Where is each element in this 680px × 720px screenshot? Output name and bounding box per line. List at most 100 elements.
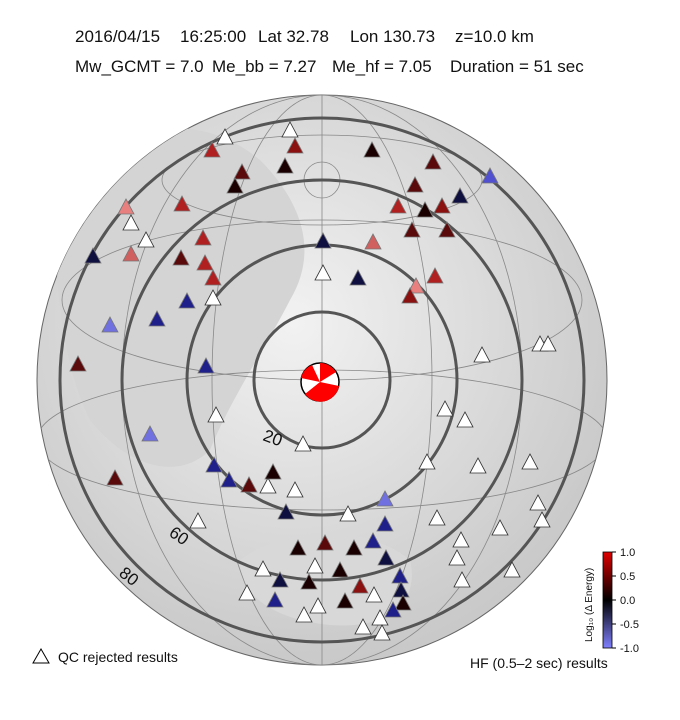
- legend: QC rejected results HF (0.5–2 sec) resul…: [32, 647, 608, 671]
- station: [448, 549, 466, 566]
- station: [539, 335, 557, 352]
- station: [122, 214, 140, 231]
- station: [418, 453, 436, 470]
- station: [503, 561, 521, 578]
- station: [336, 592, 354, 609]
- station: [365, 586, 383, 603]
- colorbar-tick-label: -1.0: [620, 643, 639, 655]
- time: 16:25:00: [180, 27, 246, 46]
- station: [148, 310, 166, 327]
- me-bb: Me_bb = 7.27: [212, 57, 316, 76]
- station: [354, 618, 372, 635]
- station: [481, 167, 499, 184]
- station: [392, 581, 410, 598]
- station: [194, 229, 212, 246]
- station: [376, 490, 394, 507]
- station: [294, 435, 312, 452]
- station: [281, 121, 299, 138]
- station: [416, 201, 434, 218]
- station: [277, 503, 295, 520]
- station: [197, 357, 215, 374]
- station: [351, 577, 369, 594]
- station: [266, 591, 284, 608]
- station: [240, 476, 258, 493]
- legend-rejected: QC rejected results: [58, 649, 178, 665]
- station: [122, 245, 140, 262]
- station: [316, 534, 334, 551]
- station: [204, 289, 222, 306]
- station: [189, 512, 207, 529]
- station: [172, 249, 190, 266]
- station: [178, 292, 196, 309]
- station: [377, 549, 395, 566]
- station: [216, 128, 234, 145]
- station: [101, 316, 119, 333]
- station: [271, 571, 289, 588]
- colorbar: Log₁₀ (Δ Energy) 1.0 0.5 0.0 -0.5 -1.0: [584, 547, 639, 655]
- station: [106, 469, 124, 486]
- station: [473, 346, 491, 363]
- station: [226, 177, 244, 194]
- station: [314, 232, 332, 249]
- station: [233, 163, 251, 180]
- station: [349, 269, 367, 286]
- station: [137, 231, 155, 248]
- station: [407, 277, 425, 294]
- station: [84, 247, 102, 264]
- depth: z=10.0 km: [455, 27, 534, 46]
- station: [364, 532, 382, 549]
- station: [286, 481, 304, 498]
- station: [376, 515, 394, 532]
- station: [433, 197, 451, 214]
- lat: Lat 32.78: [258, 27, 329, 46]
- station: [295, 606, 313, 623]
- station: [207, 406, 225, 423]
- station: [456, 411, 474, 428]
- station: [69, 355, 87, 372]
- station: [276, 157, 294, 174]
- station: [203, 141, 221, 158]
- station: [289, 539, 307, 556]
- station: [306, 557, 324, 574]
- header: 2016/04/15 16:25:00 Lat 32.78 Lon 130.73…: [75, 27, 584, 76]
- colorbar-tick-label: -0.5: [620, 619, 639, 631]
- station: [529, 494, 547, 511]
- station: [406, 176, 424, 193]
- me-hf: Me_hf = 7.05: [332, 57, 432, 76]
- colorbar-tick-label: 0.5: [620, 571, 635, 583]
- station: [363, 141, 381, 158]
- colorbar-tick-label: 0.0: [620, 595, 635, 607]
- station: [469, 457, 487, 474]
- station: [491, 519, 509, 536]
- station: [401, 287, 419, 304]
- station: [451, 187, 469, 204]
- legend-results: HF (0.5–2 sec) results: [470, 655, 608, 671]
- station: [394, 594, 412, 611]
- stations: [69, 121, 557, 641]
- date: 2016/04/15: [75, 27, 160, 46]
- station: [254, 560, 272, 577]
- colorbar-tick-label: 1.0: [620, 547, 635, 559]
- station: [345, 539, 363, 556]
- station: [339, 505, 357, 522]
- station: [204, 269, 222, 286]
- station: [428, 509, 446, 526]
- mw: Mw_GCMT = 7.0: [75, 57, 204, 76]
- station: [309, 597, 327, 614]
- beachball: [300, 362, 340, 402]
- station: [371, 609, 389, 626]
- colorbar-label: Log₁₀ (Δ Energy): [584, 568, 595, 642]
- station: [141, 425, 159, 442]
- station: [384, 601, 402, 618]
- station: [391, 567, 409, 584]
- duration: Duration = 51 sec: [450, 57, 584, 76]
- station: [238, 584, 256, 601]
- station: [286, 137, 304, 154]
- station: [205, 456, 223, 473]
- station: [300, 573, 318, 590]
- station: [436, 400, 454, 417]
- station: [426, 267, 444, 284]
- station: [117, 198, 135, 215]
- station: [220, 471, 238, 488]
